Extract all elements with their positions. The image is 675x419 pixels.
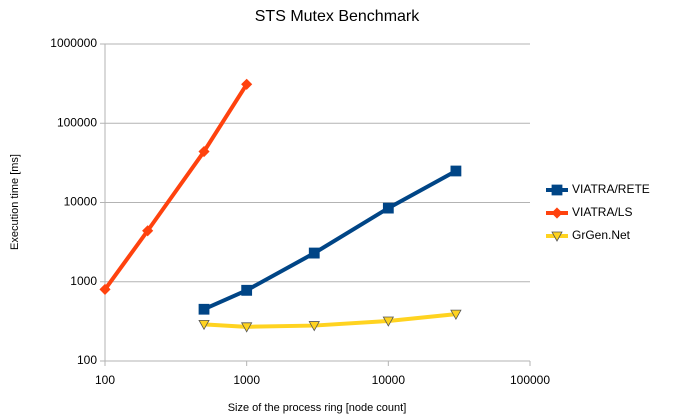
marker (198, 303, 210, 315)
legend-marker (551, 207, 563, 219)
legend-label: VIATRA/RETE (572, 182, 650, 196)
y-tick-label: 10000 (64, 195, 98, 209)
x-tick-label: 100000 (510, 373, 550, 387)
line (203, 312, 457, 329)
marker (450, 309, 462, 320)
chart-title: STS Mutex Benchmark (255, 8, 421, 25)
x-axis-label: Size of the process ring [node count] (228, 402, 407, 414)
x-tick-label: 1000 (233, 373, 260, 387)
legend-marker (551, 231, 563, 242)
marker (142, 225, 154, 237)
marker (241, 284, 253, 296)
y-tick-label: 1000 (70, 274, 97, 288)
marker (450, 165, 462, 177)
y-tick-label: 100000 (57, 115, 97, 129)
marker (382, 202, 394, 214)
x-tick-label: 100 (95, 373, 115, 387)
legend-label: VIATRA/LS (572, 205, 632, 219)
marker (198, 319, 210, 331)
legend-label: GrGen.Net (572, 228, 631, 242)
marker (198, 145, 210, 158)
marker (241, 78, 253, 90)
legend-marker (551, 184, 563, 196)
line (103, 83, 249, 291)
marker (308, 321, 320, 332)
y-tick-label: 100 (77, 353, 97, 367)
y-tick-label: 1000000 (50, 36, 97, 50)
y-axis-label: Execution time [ms] (9, 154, 21, 250)
marker (240, 322, 253, 333)
marker (308, 247, 320, 259)
x-tick-label: 10000 (372, 373, 406, 387)
marker (382, 316, 395, 327)
marker (99, 283, 111, 295)
